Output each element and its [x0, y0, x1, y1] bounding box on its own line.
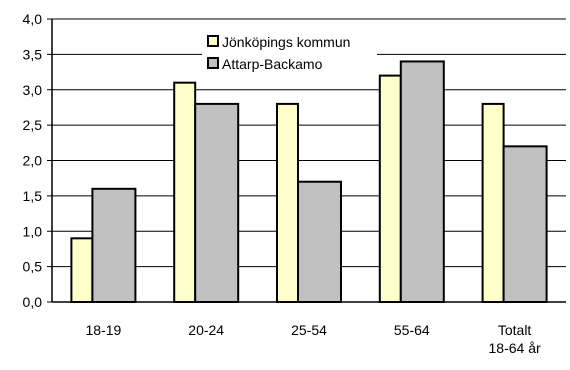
- bar-attarp-backamo: [91, 187, 137, 303]
- x-tick-labels: 18-19 20-24 25-54 55-64 Totalt 18-64 år: [85, 322, 541, 356]
- y-tick-label: 4,0: [23, 11, 43, 27]
- bar-jonkopings-kommun: [173, 81, 197, 303]
- y-tick-label: 0,5: [23, 259, 43, 275]
- legend-label: Jönköpings kommun: [222, 34, 350, 50]
- bar-attarp-backamo: [399, 60, 445, 304]
- y-tick-label: 1,5: [23, 188, 43, 204]
- legend: Jönköpings kommun Attarp-Backamo: [202, 30, 377, 78]
- y-tick-label: 2,5: [23, 117, 43, 133]
- y-tick-label: 3,0: [23, 82, 43, 98]
- x-tick-label: 18-19: [85, 322, 121, 338]
- legend-swatch: [207, 35, 219, 47]
- bar-jonkopings-kommun: [378, 74, 402, 303]
- y-tick-label: 1,0: [23, 223, 43, 239]
- legend-swatch: [207, 57, 219, 69]
- bar-jonkopings-kommun: [276, 102, 299, 304]
- bar-attarp-backamo: [194, 102, 240, 304]
- axes: [47, 18, 566, 303]
- y-tick-label: 3,5: [23, 46, 43, 62]
- legend-box: [202, 30, 377, 78]
- x-tick-label: 25-54: [291, 322, 327, 338]
- y-tick-label: 2,0: [23, 153, 43, 169]
- bars: [70, 60, 548, 304]
- x-tick-label: 55-64: [394, 322, 430, 338]
- y-tick-label: 0,0: [23, 294, 43, 310]
- y-tick-labels: 0,0 0,5 1,0 1,5 2,0 2,5 3,0 3,5 4,0: [23, 11, 43, 310]
- x-tick-label: Totalt 18-64 år: [489, 322, 541, 356]
- x-tick-label: 20-24: [188, 322, 224, 338]
- bar-attarp-backamo: [297, 180, 342, 304]
- bar-jonkopings-kommun: [70, 237, 94, 303]
- bar-attarp-backamo: [502, 145, 548, 303]
- bar-jonkopings-kommun: [481, 102, 505, 304]
- legend-label: Attarp-Backamo: [222, 56, 323, 72]
